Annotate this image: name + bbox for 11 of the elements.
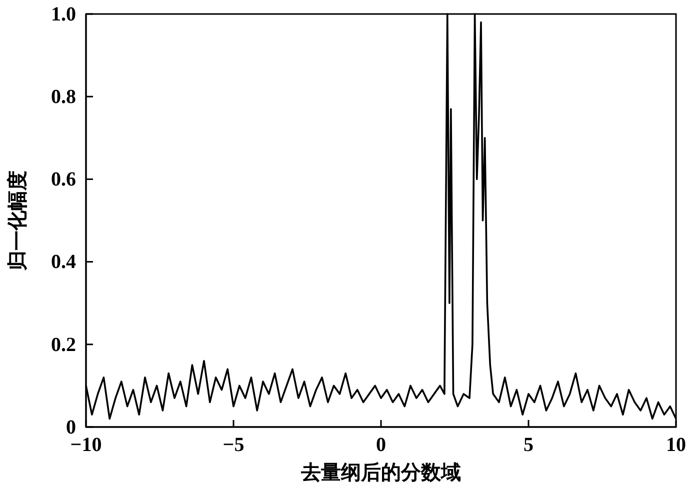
x-tick-label: 10 bbox=[666, 434, 686, 456]
y-tick-label: 0.4 bbox=[51, 251, 76, 274]
x-tick-label: 5 bbox=[524, 434, 534, 456]
y-tick-label: 0.2 bbox=[51, 334, 76, 356]
y-axis-title: 归一化幅度 bbox=[5, 170, 29, 272]
x-axis-title: 去量纲后的分数域 bbox=[300, 460, 461, 484]
x-tick-label: 0 bbox=[376, 434, 386, 456]
y-tick-label: 1.0 bbox=[51, 3, 76, 26]
y-tick-label: 0.6 bbox=[51, 168, 76, 191]
x-tick-label: −5 bbox=[222, 434, 244, 456]
y-tick-label: 0.8 bbox=[51, 86, 76, 108]
